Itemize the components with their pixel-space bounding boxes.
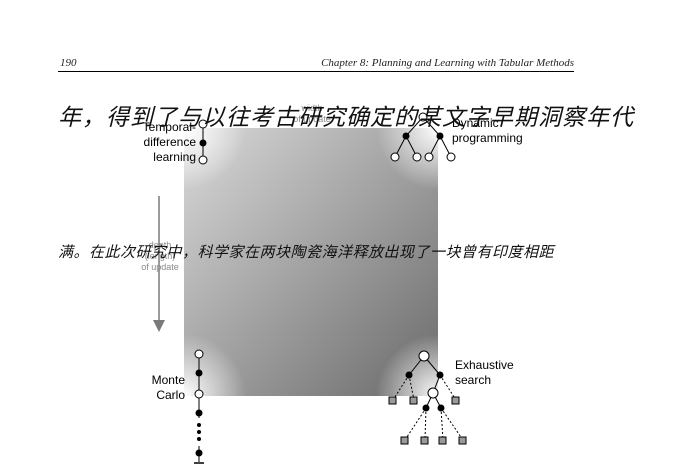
dp-backup-diagram	[390, 112, 456, 162]
depth-axis-label-line-3: of update	[141, 262, 179, 272]
handwriting-line-1: 年，得到了与以往考古研究确定的某文字早期洞察年代	[58, 105, 634, 131]
depth-axis-label-line-2: (length)	[144, 251, 176, 261]
td-label-line-2: difference	[143, 135, 196, 149]
handwriting-line-2: 满。在此次研究中，科学家在两块陶瓷海洋释放出现了一块曾有印度相距	[58, 243, 555, 261]
dp-label-line-1: Dynamic	[452, 116, 499, 130]
header-rule	[58, 71, 574, 72]
width-axis-label-line-1: width	[301, 103, 323, 113]
exhaustive-search-diagram	[388, 350, 467, 445]
td-label-line-1: Temporal-	[142, 120, 196, 134]
mc-backup-diagram	[194, 349, 204, 464]
corner-fade-bottom-right	[376, 334, 438, 396]
exhaustive-label-line-2: search	[455, 373, 492, 387]
depth-axis-label: depth (length) of update	[128, 240, 192, 273]
corner-fade-bottom-left	[184, 334, 246, 396]
chapter-title: Chapter 8: Planning and Learning with Ta…	[321, 57, 574, 69]
td-label: Temporal- difference learning	[112, 120, 196, 165]
width-axis-label: width of update	[282, 103, 342, 125]
exhaustive-label-line-1: Exhaustive	[455, 358, 514, 372]
dp-label: Dynamic programming	[452, 116, 523, 146]
depth-axis-label-line-1: depth	[148, 240, 172, 250]
page-number: 190	[60, 57, 77, 69]
mc-label: Monte Carlo	[120, 373, 185, 403]
dp-label-line-2: programming	[452, 131, 523, 145]
td-backup-diagram	[198, 119, 208, 165]
exhaustive-label: Exhaustive search	[455, 358, 514, 388]
width-axis-label-line-2: of update	[293, 114, 331, 124]
mc-label-line-2: Carlo	[156, 388, 185, 402]
td-label-line-3: learning	[153, 150, 196, 164]
mc-label-line-1: Monte	[151, 373, 185, 387]
corner-fade-top-left	[184, 128, 246, 190]
